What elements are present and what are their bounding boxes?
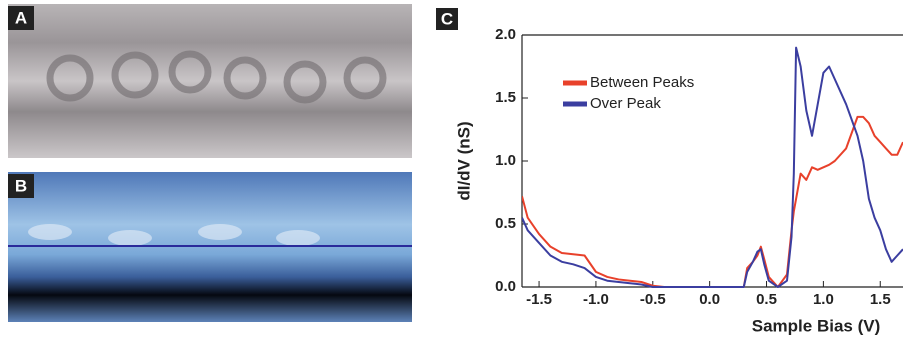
series-line bbox=[522, 46, 903, 288]
y-tick-label: 2.0 bbox=[495, 26, 516, 43]
y-tick-label: 1.0 bbox=[495, 152, 516, 169]
panel-label: C bbox=[441, 9, 453, 28]
y-tick-label: 1.5 bbox=[495, 89, 516, 106]
panel-label-box bbox=[8, 174, 34, 198]
panel-label-box bbox=[436, 8, 458, 30]
plot-area bbox=[522, 46, 903, 288]
image-a-texture bbox=[46, 50, 387, 104]
y-axis-label: dI/dV (nS) bbox=[454, 121, 473, 200]
y-tick-label: 0.0 bbox=[495, 278, 516, 295]
x-tick-label: 1.5 bbox=[870, 291, 891, 308]
x-tick-label: -1.0 bbox=[583, 291, 609, 308]
x-tick-label: 0.0 bbox=[699, 291, 720, 308]
panel-label: A bbox=[15, 8, 27, 27]
legend-label: Over Peak bbox=[590, 95, 661, 112]
x-tick-label: -1.5 bbox=[526, 291, 552, 308]
x-axis-label: Sample Bias (V) bbox=[752, 316, 881, 335]
panel-label-box bbox=[8, 6, 34, 30]
image-b-texture bbox=[28, 224, 320, 246]
y-tick-label: 0.5 bbox=[495, 215, 516, 232]
x-tick-label: -0.5 bbox=[640, 291, 666, 308]
legend-label: Between Peaks bbox=[590, 74, 694, 91]
image-a bbox=[8, 4, 412, 158]
x-tick-label: 1.0 bbox=[813, 291, 834, 308]
panel-label: B bbox=[15, 176, 27, 195]
series-line bbox=[522, 115, 903, 288]
x-tick-label: 0.5 bbox=[756, 291, 777, 308]
